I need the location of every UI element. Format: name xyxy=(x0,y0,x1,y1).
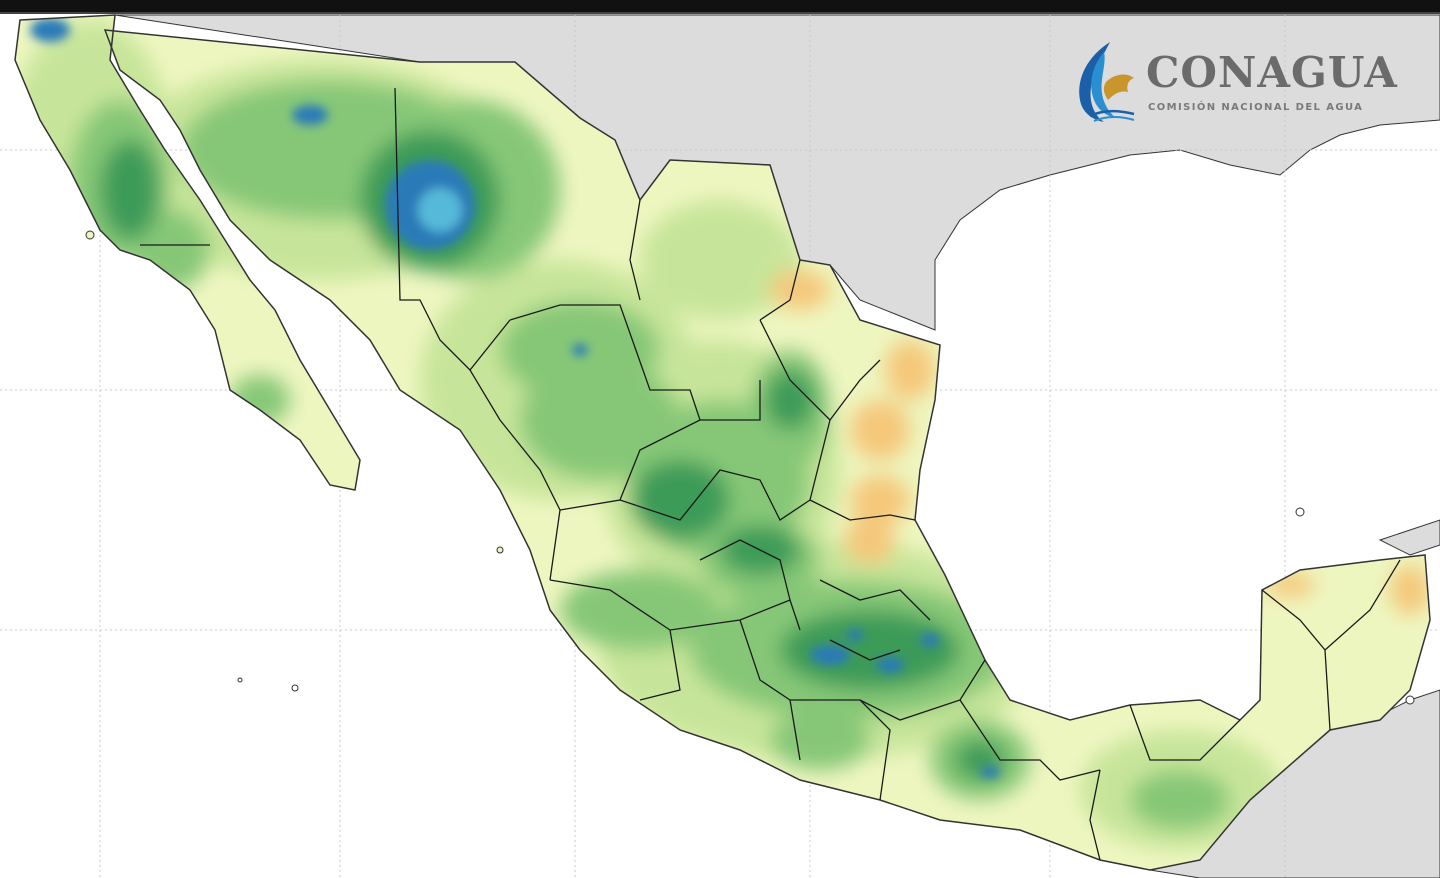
logo-subtitle: COMISIÓN NACIONAL DEL AGUA xyxy=(1148,102,1364,113)
conagua-emblem-icon xyxy=(1079,42,1135,122)
logo-title: CONAGUA xyxy=(1146,48,1398,97)
state-borders xyxy=(140,87,1401,861)
conagua-logo: CONAGUA COMISIÓN NACIONAL DEL AGUA xyxy=(1070,38,1410,124)
coastlines xyxy=(14,14,1431,871)
islands xyxy=(85,230,1415,705)
top-bar xyxy=(0,0,1440,14)
cuba-land xyxy=(1378,519,1440,556)
